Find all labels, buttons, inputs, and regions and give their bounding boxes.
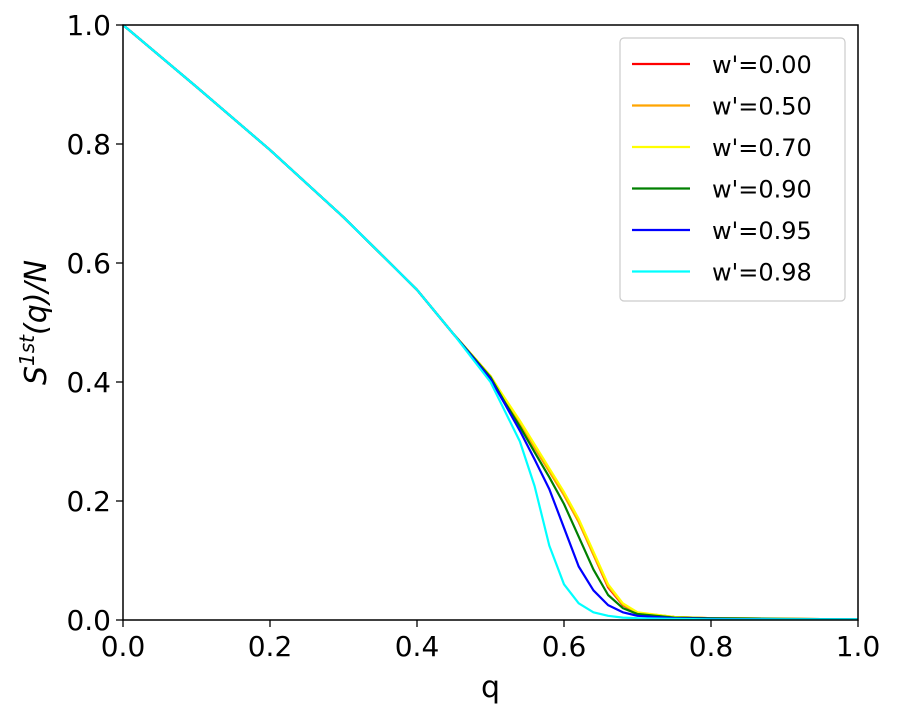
x-tick-label: 0.6: [542, 630, 587, 663]
legend-box: [619, 37, 846, 302]
x-tick-label: 0.2: [248, 630, 293, 663]
legend-label: w'=0.00: [712, 51, 812, 79]
legend: w'=0.00 w'=0.50 w'=0.70 w'=0.90 w'=0.95 w'=0.…: [619, 37, 846, 302]
y-tick-label: 0.6: [66, 247, 111, 280]
plot-frame: [122, 24, 859, 621]
legend-label: w'=0.50: [712, 93, 812, 121]
y-axis-label-base: S: [19, 366, 54, 385]
legend-label: w'=0.95: [712, 217, 812, 245]
y-tick-label: 0.8: [66, 128, 111, 161]
y-tick-label: 1.0: [66, 9, 111, 42]
y-axis-label-rest: (q)/N: [19, 260, 54, 335]
legend-label: w'=0.90: [712, 176, 812, 204]
legend-label: w'=0.70: [712, 134, 812, 162]
axis-ticks: 0.0 0.2 0.4 0.6 0.8 1.0 0.0 0.2 0.4 0.6 0.8 1.0: [66, 9, 880, 663]
y-tick-label: 0.4: [66, 366, 111, 399]
x-tick-label: 1.0: [836, 630, 881, 663]
legend-label: w'=0.98: [712, 259, 812, 287]
x-tick-label: 0.0: [101, 630, 146, 663]
y-tick-label: 0.0: [66, 604, 111, 637]
x-tick-label: 0.4: [395, 630, 440, 663]
y-axis-label: S1st(q)/N: [15, 260, 54, 385]
series-lines: [122, 24, 859, 621]
x-tick-label: 0.8: [689, 630, 734, 663]
series-line-5: [122, 24, 858, 621]
x-axis-label: q: [481, 670, 500, 705]
y-tick-label: 0.2: [66, 485, 111, 518]
y-axis-label-sup: 1st: [15, 334, 39, 366]
